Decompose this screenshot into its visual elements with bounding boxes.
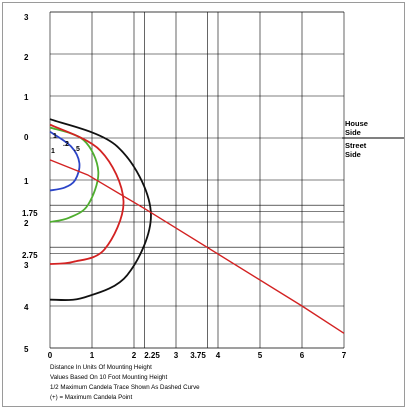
y-tick-label: 2.75 — [22, 251, 38, 260]
x-tick-label: 4 — [216, 351, 221, 360]
x-tick-label: 2 — [132, 351, 137, 360]
x-tick-label: 0 — [48, 351, 53, 360]
contour-label: .2 — [63, 141, 69, 148]
note-max-candela: (+) = Maximum Candela Point — [50, 394, 132, 401]
x-tick-label: 5 — [258, 351, 263, 360]
y-tick-label: 4 — [24, 303, 29, 312]
chart-grid — [49, 11, 345, 349]
x-tick-label: 2.25 — [144, 351, 160, 360]
chart-frame — [2, 2, 405, 407]
y-tick-label: 1.75 — [22, 209, 38, 218]
y-tick-label: 3 — [24, 13, 29, 22]
y-tick-label: 2 — [24, 219, 29, 228]
contour-label: 1 — [53, 133, 57, 140]
house-side-label: House — [345, 119, 368, 128]
house-side-label: Side — [345, 128, 361, 137]
y-tick-label: 5 — [24, 345, 29, 354]
chart-series — [49, 118, 345, 334]
x-tick-label: 3 — [174, 351, 179, 360]
isofootcandle-contour — [49, 123, 125, 265]
isofootcandle-contour — [49, 118, 152, 301]
y-tick-label: 2 — [24, 53, 29, 62]
y-tick-label: 0 — [24, 133, 29, 142]
x-tick-label: 3.75 — [190, 351, 206, 360]
street-side-label: Street — [345, 141, 367, 150]
y-tick-label: 1 — [24, 93, 29, 102]
note-distance-units: Distance In Units Of Mounting Height — [50, 364, 152, 371]
note-mounting-height: Values Based On 10 Foot Mounting Height — [50, 374, 167, 381]
x-tick-label: 1 — [90, 351, 95, 360]
max-candela-trace — [49, 159, 345, 334]
isofootcandle-contour — [49, 130, 81, 192]
x-tick-label: 7 — [342, 351, 347, 360]
contour-label: 1 — [51, 148, 55, 155]
street-side-label: Side — [345, 150, 361, 159]
y-tick-label: 3 — [24, 261, 29, 270]
isofootcandle-contour — [49, 126, 100, 223]
contour-label: .5 — [74, 146, 80, 153]
note-dashed-curve: 1/2 Maximum Candela Trace Shown As Dashe… — [50, 384, 200, 391]
x-tick-label: 6 — [300, 351, 305, 360]
y-tick-label: 1 — [24, 177, 29, 186]
